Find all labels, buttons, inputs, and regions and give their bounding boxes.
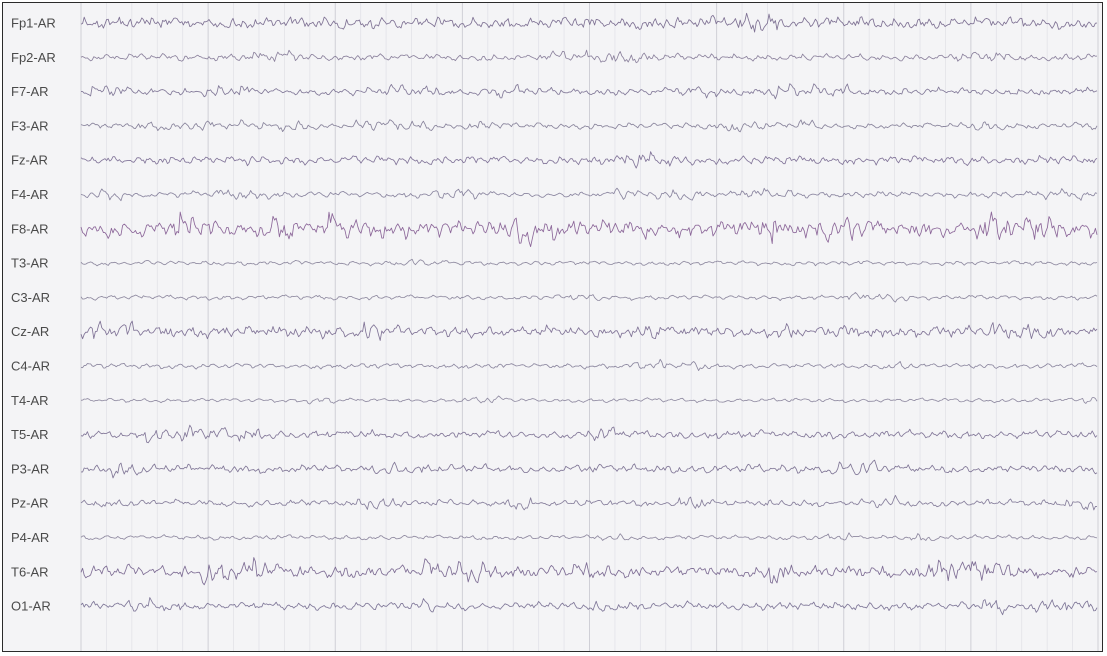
channel-trace	[80, 258, 1098, 267]
channel-label: C4-AR	[11, 359, 50, 374]
channel-trace	[80, 12, 1098, 33]
channel-label: F8-AR	[11, 221, 49, 236]
channel-trace	[80, 83, 1098, 100]
channel-label: Fp2-AR	[11, 50, 56, 65]
channel-label: Cz-AR	[11, 324, 49, 339]
channel-label: T3-AR	[11, 256, 49, 271]
grid-lines	[80, 3, 1099, 651]
channel-label: Fp1-AR	[11, 16, 56, 31]
channel-label: T5-AR	[11, 427, 49, 442]
channel-trace	[80, 395, 1098, 405]
channel-trace	[80, 597, 1098, 616]
channel-label: Fz-AR	[11, 153, 48, 168]
channel-trace	[80, 424, 1098, 444]
channel-label: C3-AR	[11, 290, 50, 305]
channel-trace	[80, 151, 1098, 169]
channel-trace	[80, 292, 1098, 303]
channel-label: F7-AR	[11, 84, 49, 99]
channel-label: T6-AR	[11, 564, 49, 579]
channel-trace	[80, 557, 1098, 586]
channel-trace	[80, 358, 1098, 371]
channel-trace	[80, 459, 1098, 479]
channel-label: Pz-AR	[11, 496, 49, 511]
eeg-plot: Fp1-AR Fp2-AR F7-AR F3-AR Fz-AR F4-AR F8-AR T3-…	[11, 3, 1099, 651]
channel-trace	[80, 320, 1098, 341]
channel-trace	[80, 119, 1098, 133]
channel-label: F3-AR	[11, 118, 49, 133]
channel-label: F4-AR	[11, 187, 49, 202]
channel-trace	[80, 211, 1098, 248]
channel-trace	[80, 187, 1098, 202]
channel-label: T4-AR	[11, 393, 49, 408]
channel-trace	[80, 494, 1098, 511]
channel-label: O1-AR	[11, 599, 51, 614]
channel-trace	[80, 532, 1098, 542]
channel-trace	[80, 49, 1098, 64]
channel-label: P3-AR	[11, 461, 49, 476]
channel-label: P4-AR	[11, 530, 49, 545]
